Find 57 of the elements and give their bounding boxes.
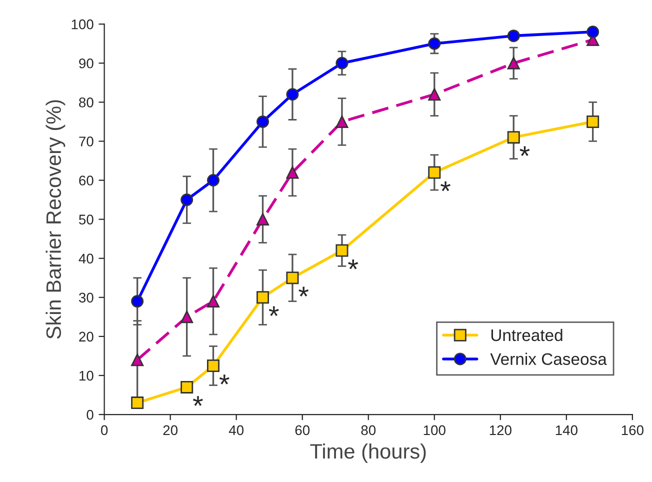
point [428,37,441,50]
x-tick-label: 0 [101,425,108,436]
point [206,295,220,308]
point [336,56,348,70]
y-tick-label: 60 [79,176,94,186]
point [206,174,220,187]
point [180,310,194,324]
annotation: * [268,306,279,316]
point [428,88,441,101]
y-tick-label: 30 [78,292,94,303]
point [586,115,600,128]
point [256,213,270,226]
point [507,131,520,144]
x-tick-label: 120 [490,425,512,436]
point [286,166,299,179]
y-axis-title: Skin Barrier Recovery (%) [46,100,66,339]
annotation: * [219,374,230,384]
y-tick-label: 100 [72,19,94,30]
y-tick-label: 40 [78,254,94,264]
y-tick-label: 0 [86,410,94,420]
point [586,26,600,38]
point [180,194,194,206]
x-tick-label: 20 [163,425,178,436]
x-tick-label: 40 [228,425,244,436]
x-tick-label: 140 [556,425,578,436]
point [428,166,441,179]
y-tick-label: 70 [79,136,94,146]
point [256,115,270,128]
y-tick-label: 20 [79,332,94,342]
point [131,354,144,366]
point [256,291,270,304]
x-tick-label: 160 [622,425,644,436]
y-tick-label: 10 [80,370,94,381]
legend-label: Vernix Caseosa [490,352,607,365]
annotation: * [298,286,309,297]
point [131,396,144,410]
point [180,380,194,394]
y-tick-label: 90 [79,58,94,68]
point [507,56,520,70]
annotation: * [440,181,450,192]
point [336,244,348,257]
point [286,272,299,284]
point [286,88,299,101]
annotation: * [348,259,358,270]
point [507,30,520,42]
x-tick-label: 80 [361,425,376,436]
point [336,115,348,128]
point [131,295,144,308]
x-tick-label: 60 [295,425,310,436]
point [206,359,220,372]
annotation: * [520,146,530,156]
y-tick-label: 80 [79,98,94,108]
annotation: * [192,396,203,406]
y-tick-label: 50 [79,214,94,224]
legend-label: Untreated [491,328,562,342]
x-tick-label: 100 [424,425,446,436]
x-axis-title: Time (hours) [310,443,426,463]
